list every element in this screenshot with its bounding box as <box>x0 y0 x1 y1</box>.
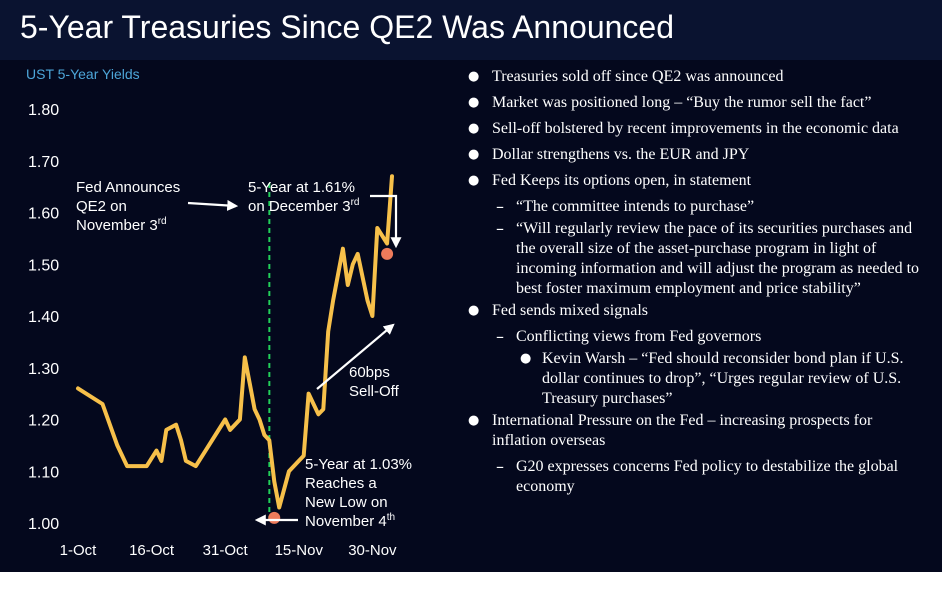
bullet-marker: – <box>496 457 504 476</box>
bullet-marker: ● <box>468 95 480 110</box>
qe2-annotation-text: Fed Announces <box>76 179 180 196</box>
bullet-marker: – <box>496 327 504 346</box>
y-tick-label: 1.10 <box>28 464 59 481</box>
data-point-marker <box>381 247 394 260</box>
bullet-item-level-1: – “Will regularly review the pace of its … <box>458 219 928 299</box>
bullet-item-level-0: ● Fed sends mixed signals <box>458 301 928 321</box>
slide-title: 5-Year Treasuries Since QE2 Was Announce… <box>20 9 674 45</box>
bullet-text: G20 expresses concerns Fed policy to des… <box>516 458 899 495</box>
low-annotation-text: New Low on <box>305 494 388 511</box>
bullet-text: Sell-off bolstered by recent improvement… <box>492 120 899 137</box>
december-annotation-text: on December 3rd <box>248 197 359 215</box>
bullet-text: International Pressure on the Fed – incr… <box>492 412 873 449</box>
y-tick-label: 1.40 <box>28 309 59 326</box>
bullet-text: Treasuries sold off since QE2 was announ… <box>492 68 784 85</box>
low-annotation-superscript: th <box>387 512 395 523</box>
bullet-item-level-1: – “The committee intends to purchase” <box>458 197 928 217</box>
bullet-text: “Will regularly review the pace of its s… <box>516 220 920 297</box>
yield-chart: UST 5-Year Yields 1.80 1.70 1.60 1.50 1.40 1.3… <box>26 66 412 559</box>
bullet-item-level-2: ● Kevin Warsh – “Fed should reconsider bo… <box>458 349 928 409</box>
bullet-text: Kevin Warsh – “Fed should reconsider bon… <box>542 350 904 407</box>
bullet-item-level-0: ● International Pressure on the Fed – inc… <box>458 411 928 451</box>
bullet-text: Market was positioned long – “Buy the ru… <box>492 94 872 111</box>
bullet-item-level-0: ● Sell-off bolstered by recent improvemen… <box>458 119 928 139</box>
y-tick-label: 1.20 <box>28 413 59 430</box>
bullet-item-level-1: – Conflicting views from Fed governors <box>458 327 928 347</box>
x-tick-label: 31-Oct <box>203 542 249 559</box>
y-tick-label: 1.30 <box>28 361 59 378</box>
bullet-marker: ● <box>468 121 480 136</box>
chart-title: UST 5-Year Yields <box>26 66 140 82</box>
bullet-marker: – <box>496 219 504 238</box>
low-annotation-text: Reaches a <box>305 475 377 492</box>
bullet-item-level-0: ● Treasuries sold off since QE2 was annou… <box>458 67 928 87</box>
qe2-annotation-text: QE2 on <box>76 198 127 215</box>
december-annotation-arrow <box>370 194 402 249</box>
bullet-marker: ● <box>468 173 480 188</box>
x-tick-label: 16-Oct <box>129 542 175 559</box>
december-annotation-text: 5-Year at 1.61% <box>248 179 355 196</box>
selloff-annotation-text: 60bps <box>349 364 390 381</box>
qe2-annotation-superscript: rd <box>158 216 167 227</box>
y-tick-label: 1.60 <box>28 206 59 223</box>
qe2-annotation-arrow <box>187 199 239 211</box>
y-tick-label: 1.50 <box>28 257 59 274</box>
bullet-text: Dollar strengthens vs. the EUR and JPY <box>492 146 750 163</box>
bullet-text: “The committee intends to purchase” <box>516 198 755 215</box>
x-tick-label: 15-Nov <box>275 542 324 559</box>
y-tick-label: 1.70 <box>28 154 59 171</box>
y-tick-label: 1.80 <box>28 102 59 119</box>
bullet-marker: ● <box>520 351 532 366</box>
bullet-item-level-0: ● Fed Keeps its options open, in statemen… <box>458 171 928 191</box>
selloff-annotation-text: Sell-Off <box>349 383 400 400</box>
bullet-item-level-1: – G20 expresses concerns Fed policy to de… <box>458 457 928 497</box>
bullet-marker: ● <box>468 303 480 318</box>
bullet-marker: ● <box>468 147 480 162</box>
y-tick-label: 1.00 <box>28 516 59 533</box>
bullet-item-level-0: ● Dollar strengthens vs. the EUR and JPY <box>458 145 928 165</box>
bullet-text: Conflicting views from Fed governors <box>516 328 762 345</box>
qe2-annotation-text: November 3rd <box>76 216 167 234</box>
content-area <box>0 60 942 572</box>
bullet-list: ● Treasuries sold off since QE2 was annou… <box>458 67 928 499</box>
bullet-item-level-0: ● Market was positioned long – “Buy the r… <box>458 93 928 113</box>
x-tick-label: 1-Oct <box>60 542 98 559</box>
low-annotation-text: 5-Year at 1.03% <box>305 456 412 473</box>
bullet-marker: ● <box>468 69 480 84</box>
bullet-marker: – <box>496 197 504 216</box>
december-annotation-superscript: rd <box>351 197 360 208</box>
data-point-marker <box>268 511 281 524</box>
low-annotation-text: November 4th <box>305 512 395 530</box>
bullet-marker: ● <box>468 413 480 428</box>
yield-line <box>76 174 394 510</box>
x-tick-label: 30-Nov <box>348 542 397 559</box>
selloff-arrow <box>316 323 395 390</box>
bottom-strip <box>0 572 942 614</box>
bullet-text: Fed sends mixed signals <box>492 302 648 319</box>
bullet-text: Fed Keeps its options open, in statement <box>492 172 752 189</box>
title-bar: 5-Year Treasuries Since QE2 Was Announce… <box>0 0 942 62</box>
